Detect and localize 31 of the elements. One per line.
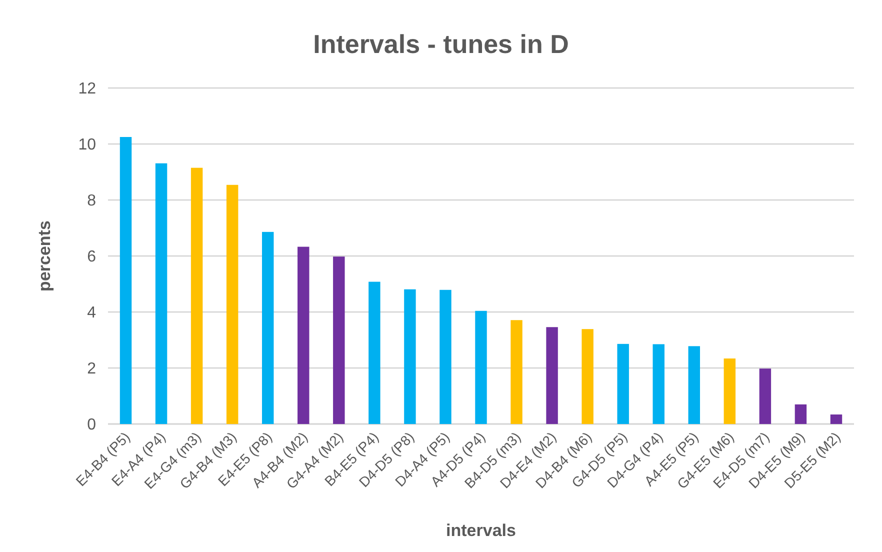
bar (333, 256, 345, 424)
bar (759, 368, 772, 424)
bar (155, 163, 168, 424)
bar (475, 310, 487, 424)
y-tick-label: 2 (87, 360, 96, 378)
bar (582, 329, 594, 424)
bar (688, 346, 700, 424)
bar (262, 232, 274, 424)
bar (794, 404, 807, 424)
bar (404, 289, 416, 424)
bar (510, 320, 522, 424)
bar (368, 282, 380, 424)
y-tick-label: 8 (87, 192, 96, 210)
bar (120, 137, 132, 424)
bar (724, 358, 736, 424)
bar (546, 327, 558, 424)
chart-title: Intervals - tunes in D (313, 29, 569, 59)
bar (652, 344, 664, 424)
bar (226, 184, 238, 424)
y-tick-label: 6 (87, 248, 96, 266)
bar (298, 246, 310, 424)
y-tick-label: 10 (78, 136, 96, 154)
y-axis-title: percents (35, 220, 54, 292)
bar (190, 168, 203, 424)
bar (440, 290, 452, 424)
y-tick-label: 0 (87, 416, 96, 434)
y-tick-label: 12 (78, 80, 96, 98)
bar (617, 344, 629, 424)
y-tick-label: 4 (87, 304, 96, 322)
x-axis-title: intervals (446, 521, 516, 540)
bar (830, 414, 842, 424)
